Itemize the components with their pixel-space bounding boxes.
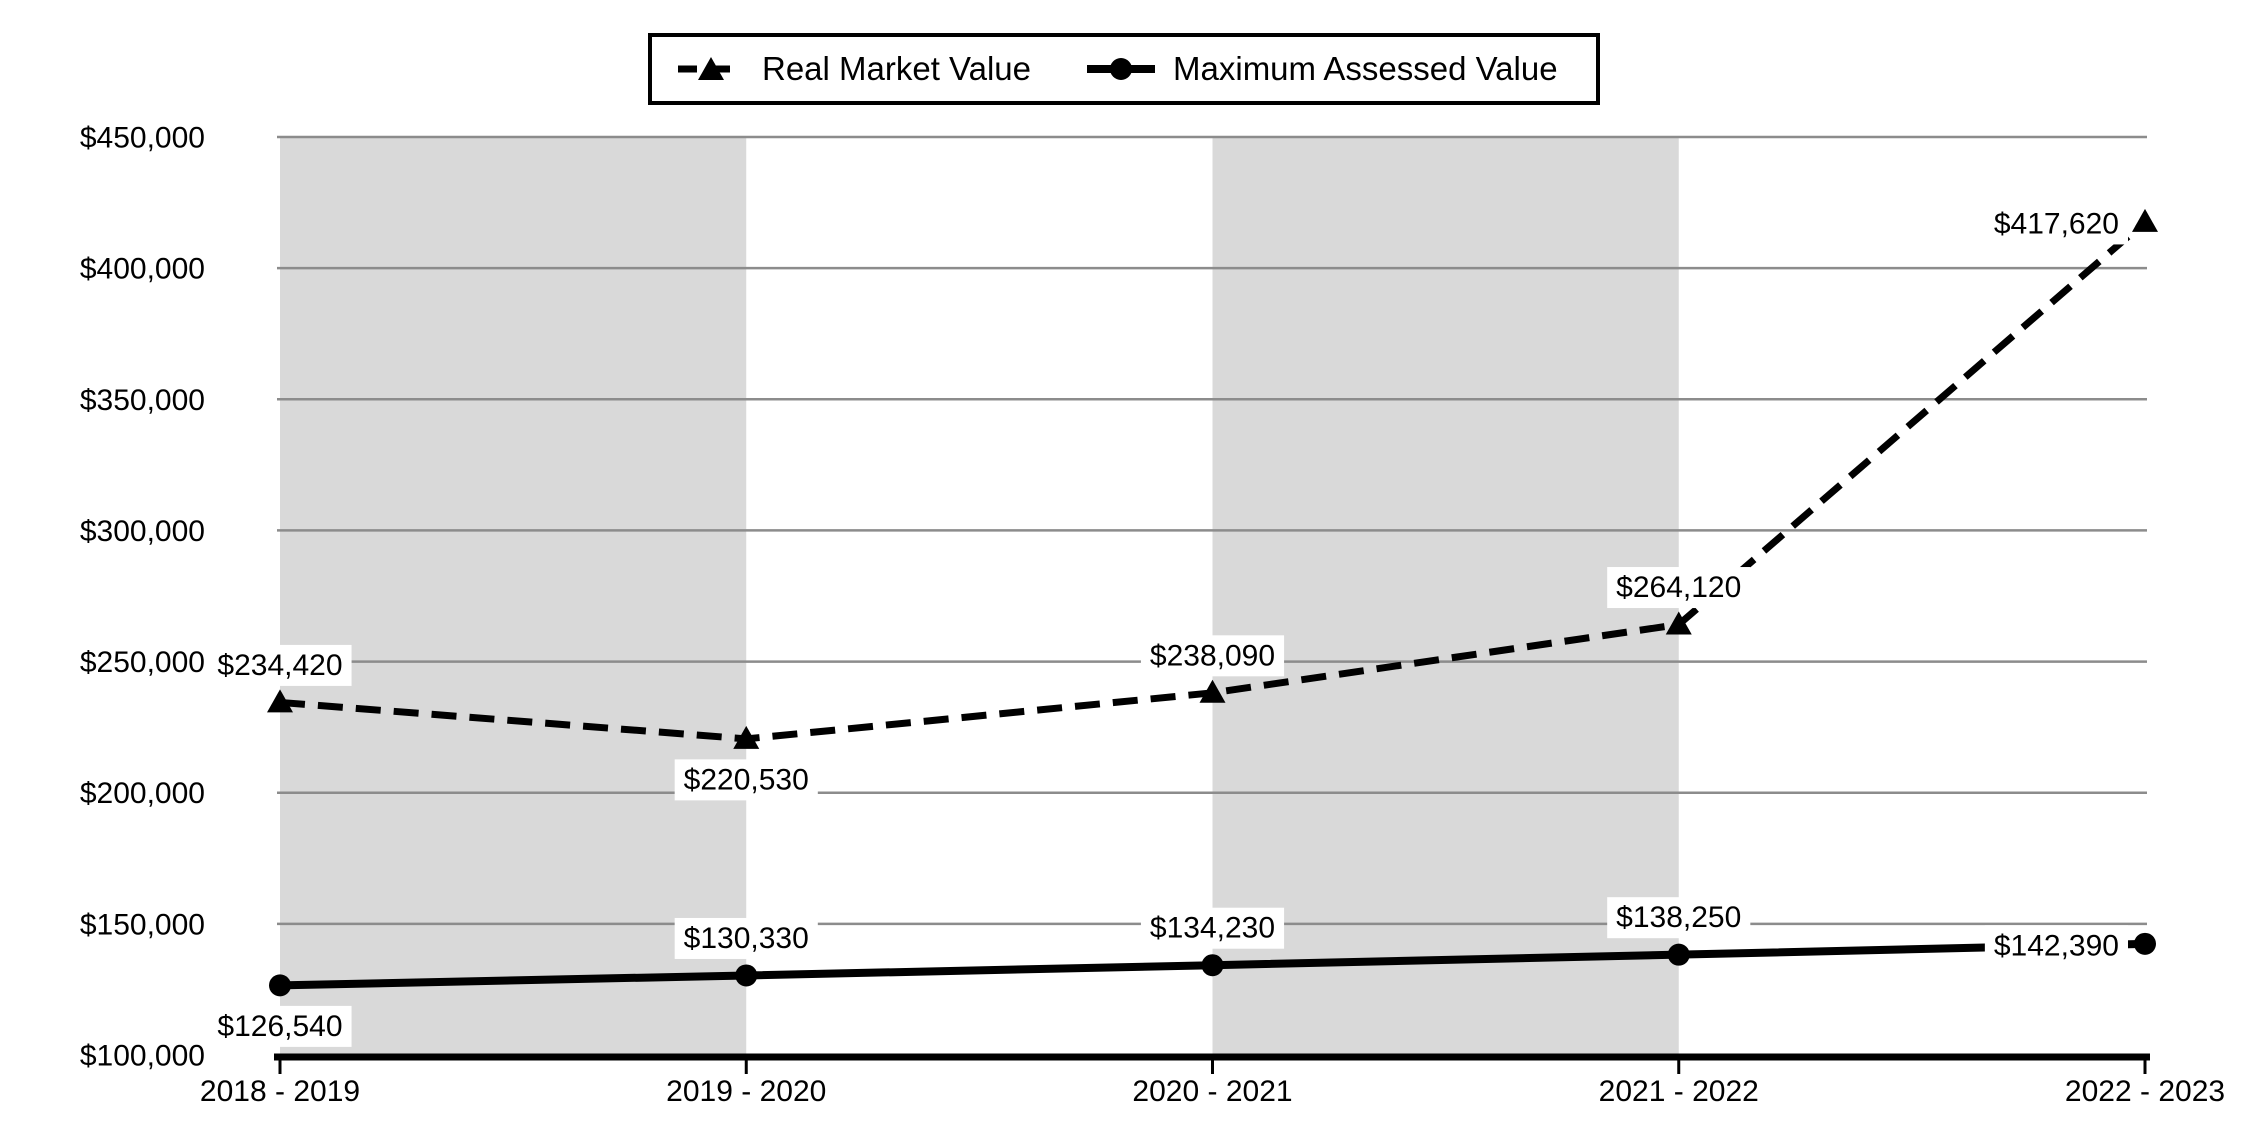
- shaded-band: [280, 137, 747, 1055]
- x-tick-label: 2022 - 2023: [2065, 1075, 2225, 1108]
- data-label-bg: [674, 759, 818, 801]
- data-label-bg: [674, 917, 818, 959]
- marker-triangle: [267, 689, 293, 713]
- x-tick-label: 2019 - 2020: [666, 1075, 826, 1108]
- data-label-bg: [1140, 635, 1285, 677]
- data-label: $138,250: [1616, 901, 1741, 934]
- y-tick-label: $100,000: [80, 1040, 205, 1073]
- data-label-bg: [1607, 897, 1751, 939]
- marker-circle: [1201, 954, 1224, 977]
- data-label: $142,390: [1994, 929, 2119, 962]
- dashed-line-triangle-marker-icon: [678, 57, 744, 80]
- data-label-bg: [1984, 203, 2128, 245]
- data-label-bg: [1984, 925, 2128, 967]
- data-label-bg: [1607, 567, 1751, 609]
- x-tick-label: 2021 - 2022: [1599, 1075, 1759, 1108]
- data-label: $134,230: [1150, 912, 1275, 945]
- shaded-band: [1212, 137, 1679, 1055]
- marker-circle: [1667, 943, 1690, 966]
- legend: Real Market Value Maximum Assessed Value: [648, 33, 1600, 105]
- data-label: $264,120: [1616, 571, 1741, 604]
- marker-triangle: [1665, 611, 1692, 635]
- legend-label-maximum-assessed-value: Maximum Assessed Value: [1173, 50, 1558, 87]
- marker-triangle: [2132, 208, 2158, 232]
- data-label: $126,540: [217, 1010, 342, 1043]
- data-label: $417,620: [1994, 207, 2119, 240]
- marker-circle: [269, 974, 291, 997]
- x-tick-label: 2018 - 2019: [200, 1075, 360, 1108]
- y-tick-label: $150,000: [80, 908, 205, 941]
- x-tick-label: 2020 - 2021: [1132, 1075, 1292, 1108]
- data-label: $130,330: [684, 922, 809, 955]
- solid-line-circle-marker-icon: [1087, 58, 1156, 80]
- y-tick-label: $350,000: [80, 384, 205, 417]
- data-label: $220,530: [684, 763, 809, 796]
- data-label-bg: [208, 644, 352, 686]
- y-tick-label: $200,000: [80, 777, 205, 810]
- legend-item-maximum-assessed-value: Maximum Assessed Value: [1087, 50, 1558, 88]
- marker-triangle: [1199, 679, 1226, 703]
- data-label: $234,420: [217, 649, 342, 682]
- legend-item-real-market-value: Real Market Value: [678, 50, 1031, 88]
- y-tick-label: $400,000: [80, 253, 205, 286]
- marker-triangle: [733, 725, 760, 749]
- marker-circle: [2134, 932, 2156, 955]
- legend-label-real-market-value: Real Market Value: [762, 50, 1032, 87]
- y-tick-label: $450,000: [80, 122, 205, 155]
- data-label-bg: [208, 1005, 352, 1047]
- y-tick-label: $300,000: [80, 515, 205, 548]
- data-label-bg: [1140, 907, 1285, 949]
- y-tick-label: $250,000: [80, 646, 205, 679]
- marker-circle: [735, 964, 758, 987]
- data-label: $238,090: [1150, 639, 1275, 672]
